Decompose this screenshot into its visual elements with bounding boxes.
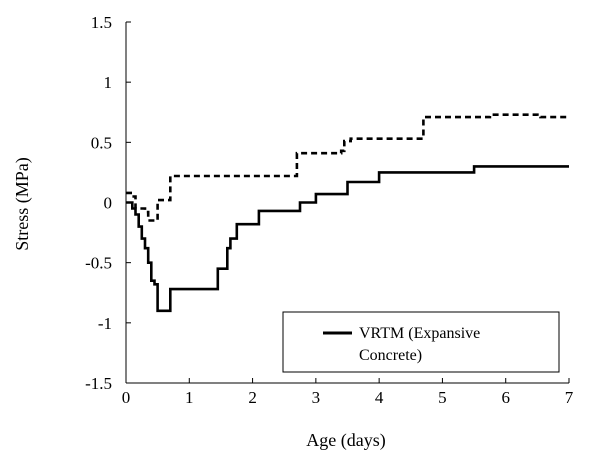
x-tick-label: 1: [185, 388, 194, 407]
x-tick-label: 6: [501, 388, 510, 407]
legend: VRTM (Expansive Concrete): [282, 311, 560, 373]
x-tick-label: 0: [122, 388, 131, 407]
x-tick-label: 4: [375, 388, 384, 407]
x-tick-label: 3: [312, 388, 321, 407]
series-vrtm-line: [126, 165, 569, 313]
y-axis-label: Stress (MPa): [12, 157, 33, 251]
ticks: 0 1 2 3 4 5 6 7 1.5 1 0.5 0 -0.5 -1 -1.5: [85, 13, 574, 407]
x-axis-label: Age (days): [306, 430, 385, 451]
y-tick-label: 0: [104, 194, 113, 213]
y-tick-label: -0.5: [85, 254, 112, 273]
legend-label-line-1: VRTM (Expansive: [359, 325, 480, 342]
y-tick-label: 0.5: [91, 133, 112, 152]
y-tick-label: 1.5: [91, 13, 112, 32]
x-tick-label: 5: [438, 388, 447, 407]
series-lines: [126, 113, 569, 313]
series-dashed-line: [126, 113, 569, 222]
x-tick-label: 2: [248, 388, 257, 407]
legend-label-line-2: Concrete): [359, 347, 422, 364]
y-tick-label: -1.5: [85, 374, 112, 393]
y-tick-label: -1: [98, 314, 112, 333]
x-tick-label: 7: [565, 388, 574, 407]
legend-box: [282, 311, 560, 373]
y-tick-label: 1: [104, 73, 113, 92]
